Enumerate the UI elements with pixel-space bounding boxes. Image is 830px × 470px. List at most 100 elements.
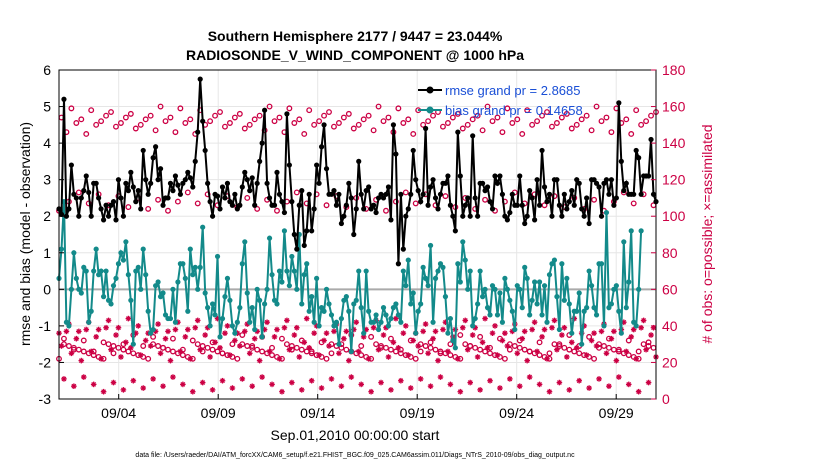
rmse-point [249,175,255,181]
obs-assimilated-marker [284,317,290,324]
bias-point [484,305,491,311]
obs-possible-marker [194,341,201,348]
bias-point [638,228,644,234]
rmse-point [299,188,305,194]
rmse-point [442,180,449,186]
obs-assim-stroke [252,336,258,342]
obs-possible-marker [152,127,159,134]
rmse-point [395,261,401,267]
obs-possible-marker [345,110,352,117]
bias-point [328,312,335,318]
obs-assimilated-marker [100,388,107,395]
obs-assimilated-marker [455,355,461,362]
rmse-point [618,158,624,164]
obs-assim-stroke [113,332,119,338]
rmse-point [462,202,468,208]
obs-possible-marker [630,200,637,207]
obs-assimilated-marker [360,334,367,340]
rmse-point [110,199,117,205]
rmse-point [584,195,590,201]
bias-point [593,312,600,318]
obs-assimilated-marker [410,337,417,344]
obs-possible-marker [576,350,583,357]
rmse-point [289,199,295,205]
right-tick-label: 100 [662,208,686,224]
obs-assimilated-marker [358,381,365,388]
bias-point [608,301,615,307]
obs-assim-stroke [111,380,116,385]
obs-assimilated-marker [591,330,597,336]
bias-point [380,305,387,311]
bias-point [479,294,486,300]
obs-possible-marker [358,343,365,349]
rmse-point [509,191,515,197]
obs-assimilated-marker [586,385,592,391]
bias-point [529,297,535,303]
obs-assim-stroke [78,358,84,364]
obs-assimilated-marker [588,337,595,344]
bias-point [509,308,515,314]
obs-assim-stroke [596,376,602,382]
rmse-point [167,180,174,186]
obs-possible-marker [187,116,194,123]
obs-possible-marker [308,350,315,357]
rmse-point [331,188,337,194]
obs-assim-stroke [405,352,411,358]
bias-point [418,301,424,307]
obs-assim-stroke [125,316,131,321]
bias-point [541,283,548,289]
bias-point [254,286,260,292]
obs-possible-marker [625,352,632,359]
obs-assim-stroke [460,325,466,331]
rmse-point [165,195,171,201]
obs-possible-marker [140,343,147,349]
bias-point [262,301,268,307]
bias-point [331,323,337,329]
rmse-point [368,206,374,212]
bias-point [249,305,255,311]
rmse-point [616,100,622,106]
bias-point [229,323,236,329]
obs-assim-stroke [415,343,421,349]
bias-point [566,301,572,307]
obs-assim-stroke [400,330,406,336]
obs-assim-stroke [517,383,523,389]
bias-point [371,319,377,325]
obs-assimilated-marker [135,323,142,329]
obs-possible-marker [207,118,214,125]
bias-point [323,286,330,292]
obs-assimilated-marker [207,354,213,360]
obs-assim-stroke [98,356,104,362]
obs-assimilated-marker [435,357,441,364]
obs-assimilated-marker [172,326,179,333]
bias-point [182,275,188,281]
obs-assimilated-marker [162,335,169,342]
obs-assim-stroke [306,345,312,351]
rmse-point [623,180,629,186]
bias-point [321,308,327,314]
obs-assimilated-marker [241,328,248,335]
rmse-point [561,191,567,197]
rmse-point [316,180,322,186]
bias-point [304,261,310,267]
rmse-point [559,213,565,219]
bias-point [306,308,312,314]
bias-point [192,264,198,270]
obs-assimilated-marker [336,350,342,357]
obs-assimilated-marker [524,357,530,364]
obs-assim-stroke [561,325,567,331]
obs-assimilated-marker [165,328,171,335]
obs-assimilated-marker [239,376,246,382]
rmse-point [566,199,572,205]
obs-assim-stroke [371,325,377,331]
obs-assimilated-marker [459,324,466,331]
obs-assim-stroke [76,328,82,334]
obs-assimilated-marker [167,357,174,364]
rmse-point [388,217,394,223]
obs-assimilated-marker [625,381,632,388]
obs-possible-marker [189,337,196,344]
obs-assimilated-marker [118,354,124,360]
obs-assimilated-marker [487,377,493,384]
obs-assim-stroke [222,330,228,336]
